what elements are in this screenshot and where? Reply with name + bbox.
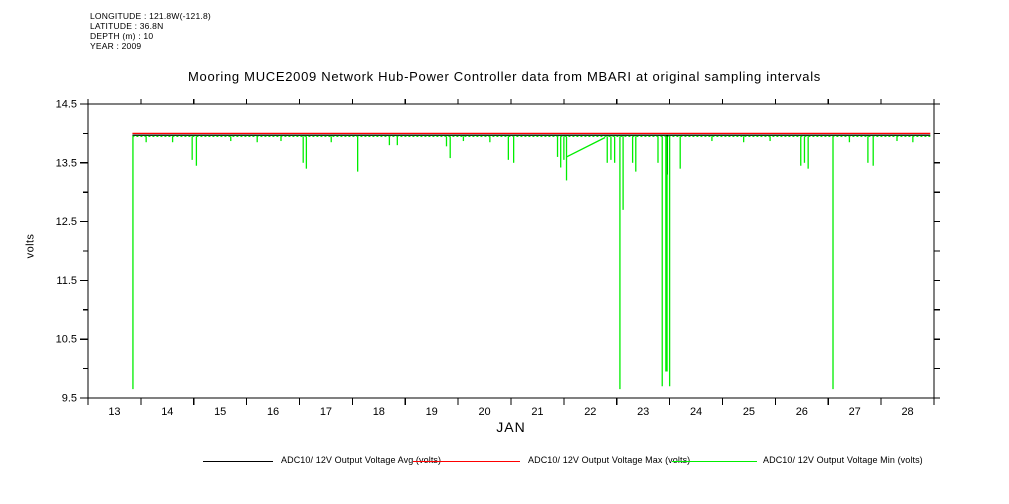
svg-text:24: 24 [690,406,702,418]
legend-line-min [672,461,757,462]
svg-text:28: 28 [901,406,913,418]
svg-text:14.5: 14.5 [56,99,77,111]
longitude-label: LONGITUDE : 121.8W(-121.8) [90,11,211,21]
latitude-label: LATITUDE : 36.8N [90,21,164,31]
svg-text:25: 25 [743,406,755,418]
svg-text:26: 26 [796,406,808,418]
legend-line-max [413,461,520,462]
svg-text:13: 13 [108,406,120,418]
y-axis-label: volts [24,233,37,259]
svg-text:10.5: 10.5 [56,334,77,346]
svg-text:18: 18 [373,406,385,418]
legend-label-avg: ADC10/ 12V Output Voltage Avg (volts) [281,455,442,465]
svg-text:9.5: 9.5 [62,393,77,405]
svg-text:16: 16 [267,406,279,418]
svg-text:11.5: 11.5 [56,275,77,287]
svg-text:12.5: 12.5 [56,216,77,228]
svg-text:20: 20 [478,406,490,418]
svg-text:13.5: 13.5 [56,157,77,169]
legend-line-avg [203,461,273,462]
year-label: YEAR : 2009 [90,41,142,51]
svg-text:21: 21 [531,406,543,418]
svg-text:27: 27 [849,406,861,418]
svg-text:19: 19 [426,406,438,418]
depth-label: DEPTH (m) : 10 [90,31,154,41]
svg-text:23: 23 [637,406,649,418]
svg-text:15: 15 [214,406,226,418]
legend-label-min: ADC10/ 12V Output Voltage Min (volts) [763,455,923,465]
svg-text:14: 14 [161,406,173,418]
legend-label-max: ADC10/ 12V Output Voltage Max (volts) [528,455,691,465]
svg-text:17: 17 [320,406,332,418]
svg-text:JAN: JAN [496,419,525,435]
chart-title: Mooring MUCE2009 Network Hub-Power Contr… [187,69,821,84]
svg-text:22: 22 [584,406,596,418]
station-info: LONGITUDE : 121.8W(-121.8) LATITUDE : 36… [90,11,211,51]
